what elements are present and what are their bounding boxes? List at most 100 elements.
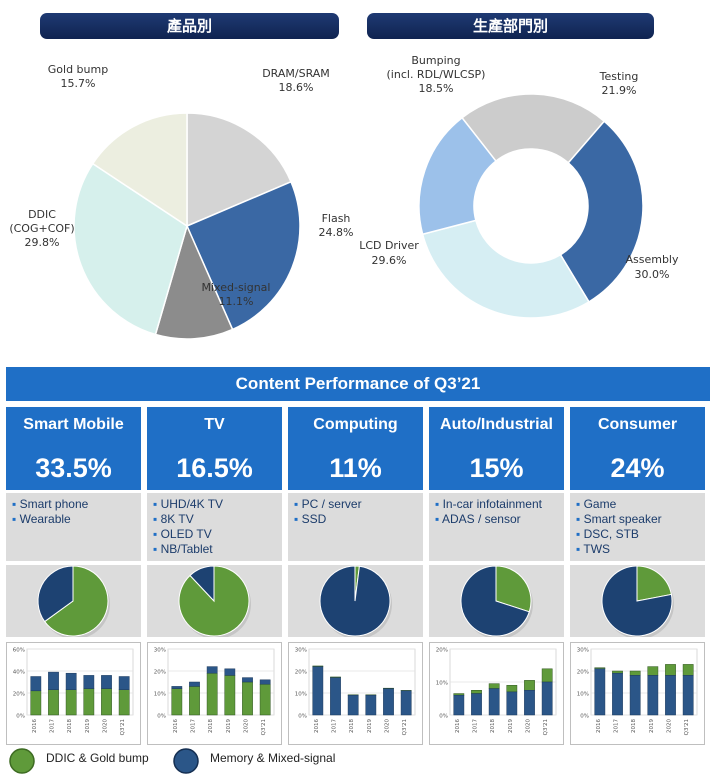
pie1-label-flash-value: 24.8%: [319, 226, 354, 239]
bar-memory: [383, 688, 394, 716]
pie-slice-memory: [189, 565, 215, 603]
segment-item: NB/Tablet: [153, 542, 276, 557]
segment-header: Computing 11%: [288, 407, 423, 490]
segment-bar-chart: 0% 10% 20% 30% 2016 2017 2018 2019 2020 Q3'21: [577, 648, 698, 735]
bar-memory: [206, 666, 218, 674]
bar-memory: [629, 675, 641, 716]
pie2-label-assembly-value: 30.0%: [635, 268, 670, 281]
top-pie-charts: Gold bump 15.7% DRAM/SRAM 18.6% Flash 24…: [9, 54, 679, 340]
x-tick-label: 2016: [173, 719, 179, 733]
y-tick-label: 60%: [13, 648, 25, 654]
bar-memory: [347, 694, 359, 716]
bar-ddic: [65, 689, 77, 716]
segment-item: Smart speaker: [576, 512, 699, 527]
content-performance-banner: Content Performance of Q3’21: [6, 367, 710, 401]
segment-items: In-car infotainment ADAS / sensor: [429, 493, 564, 561]
pie1-label-dram-value: 18.6%: [279, 81, 314, 94]
pie-slice-assembly: [559, 120, 644, 303]
bar-ddic: [101, 688, 112, 716]
bar-memory: [365, 694, 377, 716]
bar-ddic: [189, 686, 200, 716]
pie2-label-bumping-line1: Bumping: [411, 54, 460, 67]
x-tick-label: 2020: [103, 719, 109, 733]
bar-memory: [48, 671, 59, 690]
bar-memory: [189, 681, 200, 687]
product-pie: [73, 112, 301, 340]
segment-items: UHD/4K TV 8K TV OLED TV NB/Tablet: [147, 493, 282, 561]
x-tick-label: 2018: [208, 719, 214, 733]
pie2-label-lcd-value: 29.6%: [372, 254, 407, 267]
bar-ddic: [612, 670, 623, 674]
pie2-label-assembly-name: Assembly: [625, 253, 679, 266]
segment-name: Consumer: [597, 416, 678, 433]
header-product: 產品別: [40, 13, 339, 39]
x-tick-label: 2017: [473, 719, 479, 733]
bar-memory: [101, 675, 112, 689]
department-donut: [418, 93, 644, 319]
pie-slice-ddic: [495, 565, 532, 613]
y-tick-label: 30%: [154, 648, 166, 654]
segment-header: Consumer 24%: [570, 407, 705, 490]
segment-bar-box: 0% 10% 20% 2016 2017 2018 2019 2020 Q3'21: [429, 642, 564, 745]
segment-pie: [319, 565, 392, 639]
bar-ddic: [206, 672, 218, 716]
x-tick-label: 2018: [67, 719, 73, 733]
bar-memory: [594, 668, 606, 716]
segment-item: Smart phone: [12, 497, 135, 512]
bar-ddic: [629, 670, 641, 676]
bar-memory: [224, 668, 236, 676]
x-tick-label: Q3'21: [120, 719, 126, 735]
pie-slice-memory: [601, 565, 673, 637]
segment-computing: Computing 11% PC / server SSD 0% 10% 20% 30…: [288, 407, 423, 745]
segment-item: OLED TV: [153, 527, 276, 542]
pie-slice-flash: [186, 180, 301, 331]
segment-header: Smart Mobile 33.5%: [6, 407, 141, 490]
y-tick-label: 40%: [13, 670, 25, 676]
legend-ddic-label: DDIC & Gold bump: [46, 751, 149, 765]
segment-item: ADAS / sensor: [435, 512, 558, 527]
bar-memory: [541, 681, 553, 716]
bar-memory: [242, 677, 253, 683]
segment-item: 8K TV: [153, 512, 276, 527]
x-tick-label: 2020: [667, 719, 673, 733]
x-tick-label: 2018: [490, 719, 496, 733]
legend-ddic-icon: [9, 748, 35, 774]
pie-slice-gold-bump: [91, 112, 188, 228]
x-tick-label: 2017: [614, 719, 620, 733]
bar-ddic: [224, 675, 236, 716]
y-tick-label: 10%: [295, 692, 307, 698]
y-tick-label: 10%: [436, 681, 448, 687]
segment-item: PC / server: [294, 497, 417, 512]
segment-bar-chart: 0% 10% 20% 2016 2017 2018 2019 2020 Q3'21: [436, 648, 557, 735]
bar-memory: [682, 675, 694, 716]
bar-ddic: [488, 683, 500, 689]
x-tick-label: 2019: [226, 719, 232, 733]
x-tick-label: Q3'21: [543, 719, 549, 735]
pie-slice-lcd-driver: [421, 219, 590, 319]
y-tick-label: 10%: [154, 692, 166, 698]
bar-memory: [65, 672, 77, 690]
segment-pie-box: [570, 565, 705, 639]
segment-item: Wearable: [12, 512, 135, 527]
segment-tv: TV 16.5% UHD/4K TV 8K TV OLED TV NB/Tabl…: [147, 407, 282, 745]
y-tick-label: 20%: [577, 670, 589, 676]
x-tick-label: 2020: [244, 719, 250, 733]
plot-frame: [308, 648, 416, 716]
bar-ddic: [48, 689, 59, 716]
bar-ddic: [647, 666, 659, 676]
pie2-label-testing-value: 21.9%: [602, 84, 637, 97]
segment-name: Smart Mobile: [23, 416, 124, 433]
segment-bar-chart: 0% 10% 20% 30% 2016 2017 2018 2019 2020 Q3'21: [295, 648, 416, 735]
x-tick-label: 2016: [596, 719, 602, 733]
bar-memory: [400, 690, 412, 716]
x-tick-label: Q3'21: [684, 719, 690, 735]
bar-memory: [612, 672, 623, 716]
pie1-label-gold-bump-name: Gold bump: [48, 63, 108, 76]
pie-slice-ddic: [43, 565, 109, 637]
bar-memory: [647, 675, 659, 716]
y-tick-label: 20%: [295, 670, 307, 676]
bar-ddic: [524, 680, 535, 691]
segment-header: TV 16.5%: [147, 407, 282, 490]
x-tick-label: Q3'21: [402, 719, 408, 735]
bar-memory: [312, 666, 324, 716]
